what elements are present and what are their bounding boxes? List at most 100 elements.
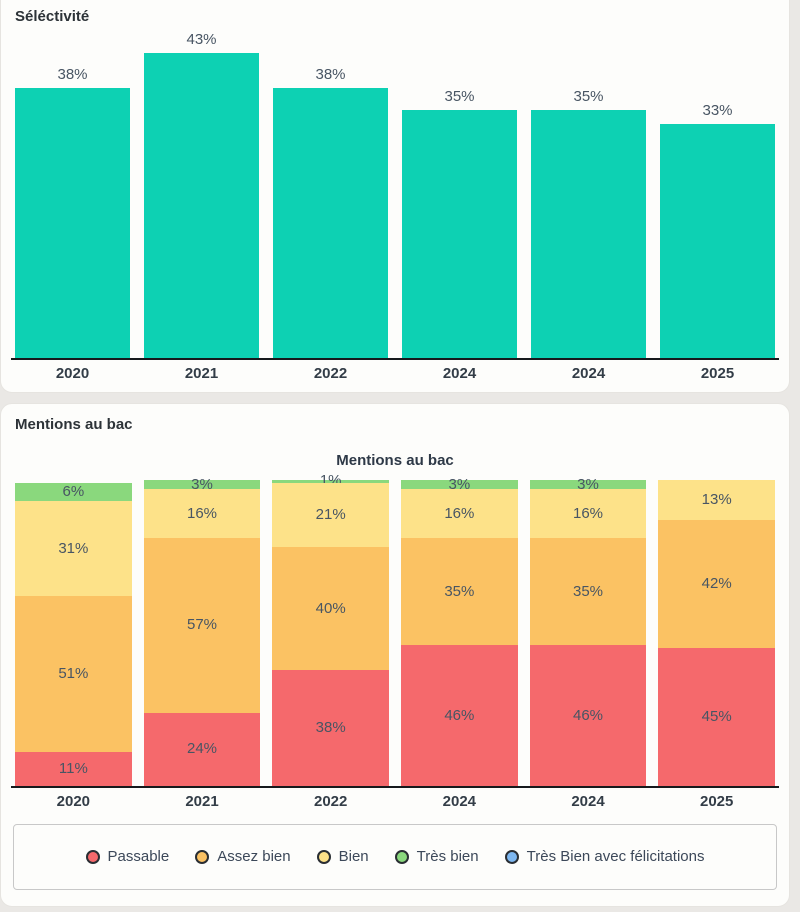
- mentions-bar-column-1: 3% 16% 57% 24%: [143, 476, 261, 786]
- x-tick-label: 2024: [442, 793, 477, 810]
- selectivity-bar-column-0: 38%: [15, 66, 130, 358]
- selectivity-card: Séléctivité 38% 43% 38% 35% 35% 33% 2020 2021 2…: [0, 0, 790, 393]
- x-tick-label: 2024: [571, 365, 606, 382]
- segment-assez-bien[interactable]: 51%: [15, 596, 132, 753]
- mentions-card: Mentions au bac Mentions au bac 6% 31% 51%…: [0, 403, 790, 907]
- mentions-bar-column-0: 6% 31% 51% 11%: [15, 482, 132, 786]
- selectivity-bar-column-3: 35%: [402, 88, 517, 358]
- x-tick-label: 2021: [184, 365, 219, 382]
- segment-bien[interactable]: 16%: [529, 489, 647, 539]
- segment-value-label: 6%: [62, 483, 85, 501]
- mentions-bar-column-2: 1% 21% 40% 38%: [272, 472, 390, 786]
- selectivity-bar-2022[interactable]: [273, 88, 388, 358]
- segment-tres-bien[interactable]: 3%: [143, 476, 261, 493]
- legend-item-tres-bien-avec-felicitations[interactable]: Très Bien avec félicitations: [504, 848, 705, 866]
- selectivity-bar-2024[interactable]: [531, 110, 646, 358]
- selectivity-bar-2021[interactable]: [144, 53, 259, 358]
- segment-assez-bien[interactable]: 35%: [529, 538, 647, 646]
- mentions-chart-title: Mentions au bac: [336, 452, 454, 469]
- segment-assez-bien[interactable]: 40%: [272, 547, 390, 670]
- segment-value-label: 16%: [573, 504, 604, 522]
- segment-passable[interactable]: 11%: [15, 752, 132, 786]
- selectivity-bar-column-1: 43%: [144, 31, 259, 358]
- segment-tres-bien[interactable]: 3%: [401, 476, 518, 493]
- segment-value-label: 35%: [444, 582, 475, 600]
- x-tick-label: 2020: [56, 793, 91, 810]
- bar-value-label: 38%: [315, 66, 346, 83]
- x-tick-label: 2022: [313, 365, 348, 382]
- segment-value-label: 13%: [701, 490, 732, 508]
- segment-value-label: 31%: [58, 539, 89, 557]
- segment-bien[interactable]: 21%: [272, 483, 390, 548]
- legend-item-assez-bien[interactable]: Assez bien: [195, 848, 291, 866]
- segment-value-label: 21%: [315, 506, 346, 524]
- x-tick-label: 2025: [700, 793, 734, 810]
- x-tick-label: 2021: [185, 793, 219, 810]
- segment-tres-bien[interactable]: 3%: [529, 476, 647, 493]
- segment-tres-bien[interactable]: 6%: [15, 482, 132, 502]
- selectivity-bar-column-4: 35%: [531, 88, 646, 358]
- segment-passable[interactable]: 24%: [143, 712, 261, 786]
- selectivity-plot-area: 38% 43% 38% 35% 35% 33%: [15, 28, 775, 358]
- segment-value-label: 57%: [186, 616, 218, 634]
- bar-value-label: 35%: [444, 88, 475, 105]
- mentions-bar-column-3: 3% 16% 35% 46%: [401, 476, 518, 786]
- segment-value-label: 11%: [58, 760, 88, 778]
- legend-item-passable[interactable]: Passable: [85, 848, 170, 866]
- segment-passable[interactable]: 38%: [272, 669, 390, 786]
- legend-marker-circle: [85, 850, 100, 864]
- legend-label: Bien: [338, 848, 369, 865]
- legend-label: Très Bien avec félicitations: [526, 848, 705, 865]
- segment-bien[interactable]: 13%: [658, 480, 776, 520]
- mentions-section-title: Mentions au bac: [15, 416, 133, 433]
- segment-passable[interactable]: 46%: [529, 645, 647, 786]
- bar-value-label: 33%: [702, 102, 733, 119]
- mentions-plot-area: 6% 31% 51% 11% 3% 16% 57% 24% 1% 21% 40% 38% 3% 16% 35…: [15, 472, 776, 786]
- mentions-legend: Passable Assez bien Bien Très bien Très Bien…: [85, 848, 705, 866]
- segment-value-label: 38%: [315, 718, 346, 736]
- selectivity-section-title: Séléctivité: [15, 8, 90, 25]
- selectivity-x-labels: 2020 2021 2022 2024 2024 2025: [15, 364, 775, 384]
- selectivity-bar-2024[interactable]: [402, 110, 517, 358]
- selectivity-chart: 38% 43% 38% 35% 35% 33% 2020 2021 2022 2024 2024 2…: [1, 28, 789, 384]
- segment-assez-bien[interactable]: 57%: [143, 538, 261, 713]
- segment-value-label: 16%: [186, 504, 218, 522]
- segment-value-label: 16%: [444, 504, 475, 522]
- segment-assez-bien[interactable]: 42%: [658, 519, 776, 649]
- selectivity-bar-2025[interactable]: [660, 124, 775, 358]
- segment-value-label: 46%: [444, 706, 475, 724]
- segment-bien[interactable]: 16%: [401, 489, 518, 539]
- bar-value-label: 35%: [573, 88, 604, 105]
- legend-item-tres-bien[interactable]: Très bien: [394, 848, 479, 866]
- segment-passable[interactable]: 46%: [401, 645, 518, 786]
- selectivity-bar-column-2: 38%: [273, 66, 388, 358]
- segment-value-label: 24%: [186, 740, 218, 758]
- segment-bien[interactable]: 16%: [143, 489, 261, 539]
- legend-item-bien[interactable]: Bien: [316, 848, 369, 866]
- segment-value-label: 51%: [58, 665, 89, 683]
- segment-value-label: 46%: [573, 706, 604, 724]
- segment-assez-bien[interactable]: 35%: [401, 538, 518, 646]
- x-tick-label: 2022: [313, 793, 348, 810]
- mentions-x-labels: 2020 2021 2022 2024 2024 2025: [15, 792, 775, 812]
- segment-value-label: 35%: [573, 582, 604, 600]
- bar-value-label: 43%: [186, 31, 217, 48]
- mentions-chart: 6% 31% 51% 11% 3% 16% 57% 24% 1% 21% 40% 38% 3% 16% 35…: [1, 472, 789, 812]
- segment-passable[interactable]: 45%: [658, 648, 776, 786]
- x-tick-label: 2025: [700, 365, 735, 382]
- segment-value-label: 45%: [701, 708, 732, 726]
- legend-marker-circle: [394, 850, 409, 864]
- segment-value-label: 40%: [315, 599, 346, 617]
- legend-label: Passable: [107, 848, 170, 865]
- legend-label: Très bien: [416, 848, 479, 865]
- x-tick-label: 2024: [571, 793, 605, 810]
- legend-marker-circle: [195, 850, 210, 864]
- legend-label: Assez bien: [217, 848, 291, 865]
- legend-marker-circle: [504, 850, 519, 864]
- x-tick-label: 2020: [55, 365, 90, 382]
- segment-bien[interactable]: 31%: [15, 501, 132, 597]
- mentions-legend-box: Passable Assez bien Bien Très bien Très Bien…: [13, 824, 777, 890]
- bar-value-label: 38%: [57, 66, 88, 83]
- selectivity-bar-2020[interactable]: [15, 88, 130, 358]
